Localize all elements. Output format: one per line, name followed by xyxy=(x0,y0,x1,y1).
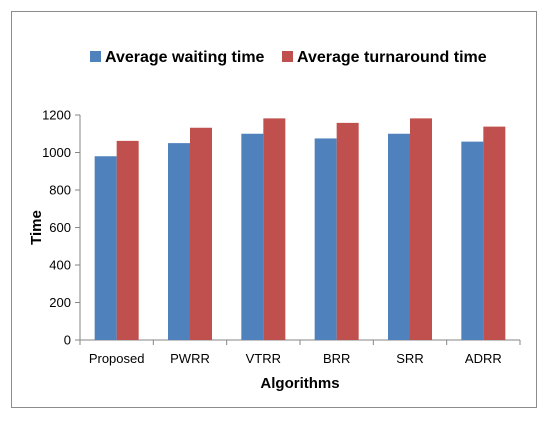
y-axis: 0 200 400 600 800 1000 1200 xyxy=(42,108,81,348)
x-tick-label: Proposed xyxy=(89,351,145,366)
bar xyxy=(483,126,506,340)
bar xyxy=(388,133,410,340)
y-tick-label: 400 xyxy=(49,258,71,273)
bar xyxy=(241,133,264,340)
legend-label: Average waiting time xyxy=(105,49,265,66)
y-tick-label: 200 xyxy=(49,295,71,310)
y-tick-label: 800 xyxy=(49,183,71,198)
bar xyxy=(336,122,359,340)
y-axis-title: Time xyxy=(28,210,45,245)
legend-swatch xyxy=(90,51,101,62)
bar xyxy=(190,127,212,340)
x-axis-title: Algorithms xyxy=(260,375,339,392)
bar xyxy=(168,143,190,340)
legend-swatch xyxy=(282,51,293,62)
bar xyxy=(94,156,117,340)
x-tick-label: PWRR xyxy=(170,351,210,366)
legend: Average waiting time Average turnaround t… xyxy=(90,49,487,66)
x-tick-label: ADRR xyxy=(465,351,502,366)
bars xyxy=(94,118,506,340)
y-tick-label: 0 xyxy=(64,333,71,348)
x-tick-label: SRR xyxy=(396,351,423,366)
x-axis: Proposed PWRR VTRR BRR SRR ADRR xyxy=(79,339,521,366)
bar xyxy=(461,141,484,340)
legend-label: Average turnaround time xyxy=(297,49,487,66)
bar xyxy=(314,138,337,340)
bar xyxy=(116,140,139,340)
x-tick-label: VTRR xyxy=(246,351,281,366)
y-tick-label: 1200 xyxy=(42,108,71,123)
x-tick-label: BRR xyxy=(323,351,350,366)
y-tick-label: 1000 xyxy=(42,145,71,160)
y-tick-label: 600 xyxy=(49,220,71,235)
bar xyxy=(263,118,286,340)
bar xyxy=(410,118,432,340)
